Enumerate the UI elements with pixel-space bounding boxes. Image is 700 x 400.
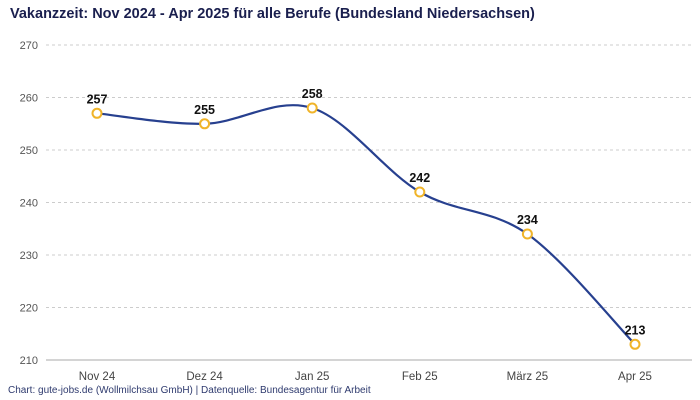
data-point-marker (91, 107, 103, 119)
data-point-marker (521, 228, 533, 240)
y-tick-label: 230 (20, 250, 38, 262)
y-tick-label: 210 (20, 355, 38, 367)
attribution-text: Chart: gute-jobs.de (Wollmilchsau GmbH) … (8, 385, 371, 396)
data-point-marker (306, 102, 318, 114)
y-tick-label: 250 (20, 145, 38, 157)
data-point-marker (414, 186, 426, 198)
data-point-label: 242 (409, 171, 430, 185)
x-tick-label: Apr 25 (618, 371, 652, 383)
x-tick-label: Dez 24 (186, 371, 223, 383)
data-point-label: 258 (302, 87, 323, 101)
data-line (95, 104, 637, 346)
x-tick-label: Jan 25 (295, 371, 330, 383)
data-point-label: 213 (625, 323, 646, 337)
y-tick-label: 270 (20, 40, 38, 52)
x-tick-label: März 25 (507, 371, 549, 383)
data-point-label: 234 (517, 213, 538, 227)
y-tick-label: 220 (20, 303, 38, 315)
data-point-marker (199, 118, 211, 130)
data-point-label: 257 (87, 92, 108, 106)
data-point-label: 255 (194, 103, 215, 117)
y-tick-label: 260 (20, 93, 38, 105)
data-point-marker (629, 338, 641, 350)
y-tick-label: 240 (20, 198, 38, 210)
x-tick-label: Feb 25 (402, 371, 438, 383)
x-tick-label: Nov 24 (79, 371, 116, 383)
chart-title: Vakanzzeit: Nov 2024 - Apr 2025 für alle… (10, 6, 535, 22)
